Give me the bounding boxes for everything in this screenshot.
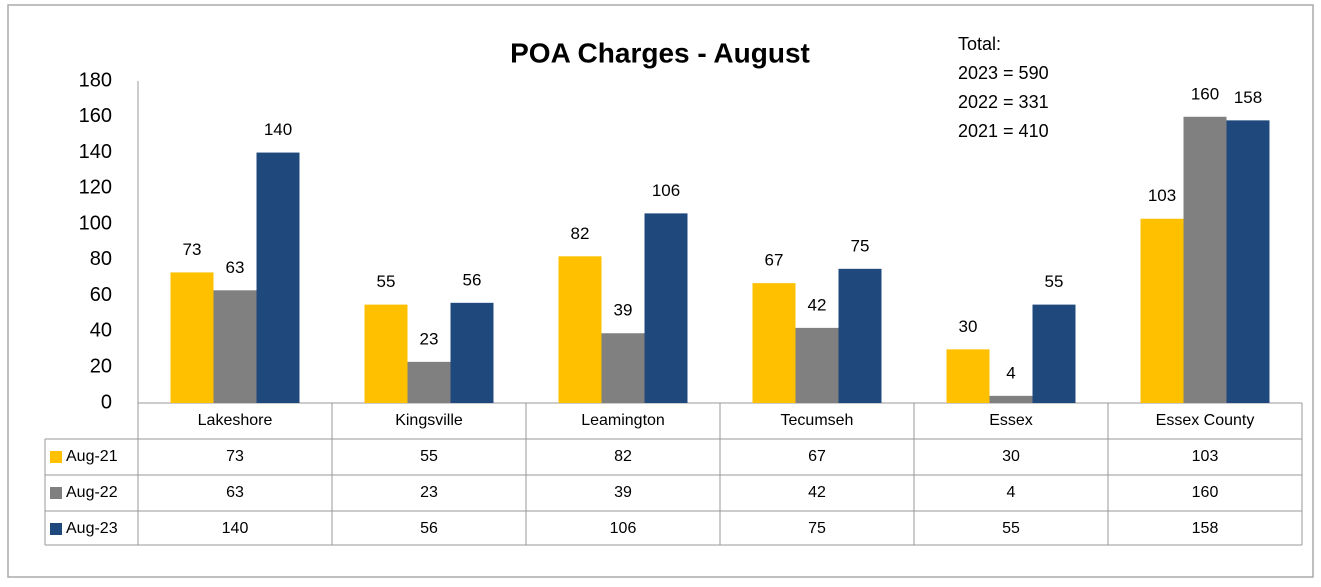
data-label: 23 (420, 329, 439, 348)
y-tick-label: 160 (79, 105, 112, 127)
data-label: 30 (959, 317, 978, 336)
bar (256, 152, 300, 403)
data-label: 75 (851, 236, 870, 255)
data-label: 39 (614, 301, 633, 320)
y-tick-label: 80 (90, 248, 112, 270)
bar (1226, 120, 1270, 403)
table-cell: 160 (1192, 484, 1219, 501)
bar (213, 290, 257, 403)
y-tick-label: 40 (90, 320, 112, 342)
data-label: 56 (463, 270, 482, 289)
bar (1183, 116, 1227, 404)
table-cell: 75 (808, 520, 826, 537)
table-cell: 39 (614, 484, 632, 501)
bar (558, 256, 602, 403)
annotation: 2023 = 590 (958, 63, 1049, 83)
table-cell: 56 (420, 520, 438, 537)
bar (450, 302, 494, 403)
annotation: 2022 = 331 (958, 92, 1049, 112)
table-cell: 158 (1192, 520, 1219, 537)
x-tick-label: Essex County (1156, 412, 1255, 429)
bar (1032, 304, 1076, 403)
y-tick-label: 60 (90, 284, 112, 306)
data-label: 42 (808, 295, 827, 314)
data-label: 67 (765, 251, 784, 270)
table-cell: 23 (420, 484, 438, 501)
x-tick-label: Leamington (581, 412, 665, 429)
x-tick-label: Kingsville (395, 412, 463, 429)
bar (601, 333, 645, 403)
bar (644, 213, 688, 403)
data-label: 82 (571, 224, 590, 243)
table-cell: 106 (610, 520, 637, 537)
legend-swatch (50, 487, 62, 499)
annotation: 2021 = 410 (958, 121, 1049, 141)
legend-label: Aug-22 (66, 484, 118, 501)
data-label: 73 (183, 240, 202, 259)
table-cell: 82 (614, 448, 632, 465)
y-tick-label: 120 (79, 177, 112, 199)
table-cell: 4 (1007, 484, 1016, 501)
data-label: 4 (1006, 363, 1015, 382)
table-cell: 63 (226, 484, 244, 501)
legend-label: Aug-23 (66, 520, 118, 537)
data-label: 106 (652, 181, 680, 200)
y-tick-label: 20 (90, 356, 112, 378)
bar (170, 272, 214, 403)
bar (838, 268, 882, 403)
bar (989, 395, 1033, 403)
data-label: 55 (1045, 272, 1064, 291)
table-cell: 55 (1002, 520, 1020, 537)
table-cell: 67 (808, 448, 826, 465)
data-label: 55 (377, 272, 396, 291)
x-tick-label: Tecumseh (781, 412, 854, 429)
legend-swatch (50, 451, 62, 463)
bar (364, 304, 408, 403)
y-tick-label: 0 (101, 391, 112, 413)
x-tick-label: Essex (989, 412, 1033, 429)
y-tick-label: 180 (79, 69, 112, 91)
data-label: 103 (1148, 186, 1176, 205)
table-cell: 55 (420, 448, 438, 465)
bar (1140, 218, 1184, 403)
bar (795, 327, 839, 403)
table-cell: 73 (226, 448, 244, 465)
annotation: Total: (958, 34, 1001, 54)
table-cell: 103 (1192, 448, 1219, 465)
data-label: 158 (1234, 88, 1262, 107)
legend-swatch (50, 523, 62, 535)
bar (407, 361, 451, 403)
bar (752, 283, 796, 403)
bar (946, 349, 990, 403)
data-label: 140 (264, 120, 292, 139)
chart-title: POA Charges - August (510, 37, 810, 68)
y-tick-label: 140 (79, 141, 112, 163)
data-label: 160 (1191, 84, 1219, 103)
data-label: 63 (226, 258, 245, 277)
table-cell: 42 (808, 484, 826, 501)
table-cell: 30 (1002, 448, 1020, 465)
legend-label: Aug-21 (66, 448, 118, 465)
table-cell: 140 (222, 520, 249, 537)
x-tick-label: Lakeshore (198, 412, 273, 429)
y-tick-label: 100 (79, 212, 112, 234)
